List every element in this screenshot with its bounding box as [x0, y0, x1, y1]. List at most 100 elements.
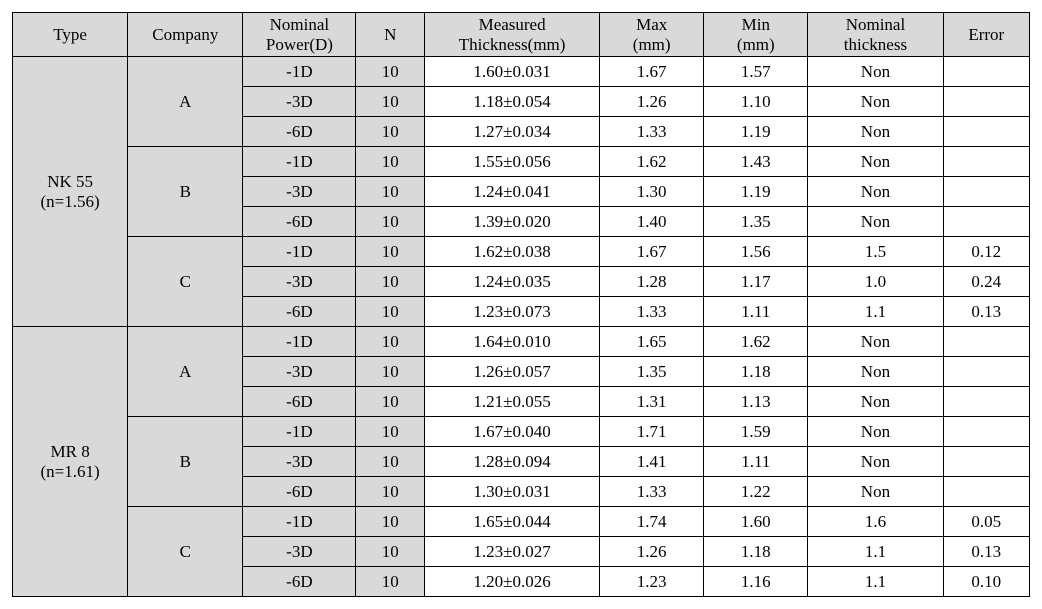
n-cell: 10 [356, 537, 425, 567]
n-cell: 10 [356, 327, 425, 357]
min-cell: 1.17 [704, 267, 808, 297]
type-label-l1: MR 8 [50, 442, 89, 461]
max-cell: 1.33 [600, 477, 704, 507]
error-cell: 0.24 [943, 267, 1029, 297]
nominal-thk-cell: 1.5 [808, 237, 943, 267]
nominal-thk-cell: Non [808, 117, 943, 147]
table-row: B-1D101.55±0.0561.621.43Non [13, 147, 1030, 177]
col-measured-l1: Measured [479, 15, 546, 34]
nominal-thk-cell: 1.1 [808, 537, 943, 567]
nominal-power-cell: -1D [243, 147, 356, 177]
company-cell: B [128, 147, 243, 237]
nominal-power-cell: -3D [243, 87, 356, 117]
min-cell: 1.19 [704, 117, 808, 147]
col-max-l1: Max [636, 15, 667, 34]
n-cell: 10 [356, 477, 425, 507]
table-row: B-1D101.67±0.0401.711.59Non [13, 417, 1030, 447]
min-cell: 1.18 [704, 537, 808, 567]
n-cell: 10 [356, 447, 425, 477]
nominal-thk-cell: Non [808, 477, 943, 507]
col-max: Max (mm) [600, 13, 704, 57]
col-nominal-thk: Nominal thickness [808, 13, 943, 57]
n-cell: 10 [356, 237, 425, 267]
min-cell: 1.59 [704, 417, 808, 447]
table-row: C-1D101.62±0.0381.671.561.50.12 [13, 237, 1030, 267]
nominal-power-cell: -3D [243, 267, 356, 297]
nominal-power-cell: -6D [243, 297, 356, 327]
nominal-power-cell: -6D [243, 117, 356, 147]
max-cell: 1.26 [600, 87, 704, 117]
max-cell: 1.33 [600, 297, 704, 327]
max-cell: 1.30 [600, 177, 704, 207]
measured-cell: 1.18±0.054 [425, 87, 600, 117]
measured-cell: 1.27±0.034 [425, 117, 600, 147]
min-cell: 1.11 [704, 297, 808, 327]
error-cell: 0.10 [943, 567, 1029, 597]
measured-cell: 1.62±0.038 [425, 237, 600, 267]
min-cell: 1.60 [704, 507, 808, 537]
col-max-l2: (mm) [633, 35, 671, 54]
nominal-thk-cell: Non [808, 147, 943, 177]
nominal-thk-cell: Non [808, 417, 943, 447]
type-cell: NK 55(n=1.56) [13, 57, 128, 327]
n-cell: 10 [356, 297, 425, 327]
max-cell: 1.67 [600, 237, 704, 267]
max-cell: 1.71 [600, 417, 704, 447]
min-cell: 1.57 [704, 57, 808, 87]
max-cell: 1.67 [600, 57, 704, 87]
measured-cell: 1.65±0.044 [425, 507, 600, 537]
col-nominal-power: Nominal Power(D) [243, 13, 356, 57]
measured-cell: 1.24±0.041 [425, 177, 600, 207]
header-row: Type Company Nominal Power(D) N Measured… [13, 13, 1030, 57]
nominal-thk-cell: Non [808, 87, 943, 117]
nominal-thk-cell: Non [808, 447, 943, 477]
nominal-power-cell: -1D [243, 507, 356, 537]
col-error: Error [943, 13, 1029, 57]
company-cell: C [128, 237, 243, 327]
n-cell: 10 [356, 507, 425, 537]
max-cell: 1.74 [600, 507, 704, 537]
type-label-l2: (n=1.61) [41, 462, 100, 481]
max-cell: 1.65 [600, 327, 704, 357]
measured-cell: 1.23±0.073 [425, 297, 600, 327]
type-label-l2: (n=1.56) [41, 192, 100, 211]
min-cell: 1.62 [704, 327, 808, 357]
error-cell [943, 417, 1029, 447]
nominal-power-cell: -3D [243, 447, 356, 477]
error-cell: 0.13 [943, 537, 1029, 567]
table-row: MR 8(n=1.61)A-1D101.64±0.0101.651.62Non [13, 327, 1030, 357]
nominal-thk-cell: 1.1 [808, 567, 943, 597]
measured-cell: 1.23±0.027 [425, 537, 600, 567]
col-nominal-thk-l2: thickness [844, 35, 907, 54]
col-measured: Measured Thickness(mm) [425, 13, 600, 57]
col-type: Type [13, 13, 128, 57]
col-nominal-power-l1: Nominal [270, 15, 330, 34]
n-cell: 10 [356, 177, 425, 207]
n-cell: 10 [356, 87, 425, 117]
max-cell: 1.62 [600, 147, 704, 177]
company-cell: B [128, 417, 243, 507]
max-cell: 1.35 [600, 357, 704, 387]
nominal-thk-cell: Non [808, 207, 943, 237]
n-cell: 10 [356, 387, 425, 417]
nominal-power-cell: -1D [243, 327, 356, 357]
measured-cell: 1.67±0.040 [425, 417, 600, 447]
min-cell: 1.22 [704, 477, 808, 507]
nominal-power-cell: -6D [243, 567, 356, 597]
nominal-power-cell: -3D [243, 357, 356, 387]
error-cell [943, 177, 1029, 207]
measured-cell: 1.60±0.031 [425, 57, 600, 87]
max-cell: 1.31 [600, 387, 704, 417]
col-company: Company [128, 13, 243, 57]
min-cell: 1.16 [704, 567, 808, 597]
type-label-l1: NK 55 [47, 172, 93, 191]
min-cell: 1.35 [704, 207, 808, 237]
col-n: N [356, 13, 425, 57]
nominal-thk-cell: 1.0 [808, 267, 943, 297]
min-cell: 1.18 [704, 357, 808, 387]
error-cell [943, 207, 1029, 237]
col-measured-l2: Thickness(mm) [459, 35, 566, 54]
min-cell: 1.11 [704, 447, 808, 477]
nominal-thk-cell: Non [808, 177, 943, 207]
company-cell: C [128, 507, 243, 597]
